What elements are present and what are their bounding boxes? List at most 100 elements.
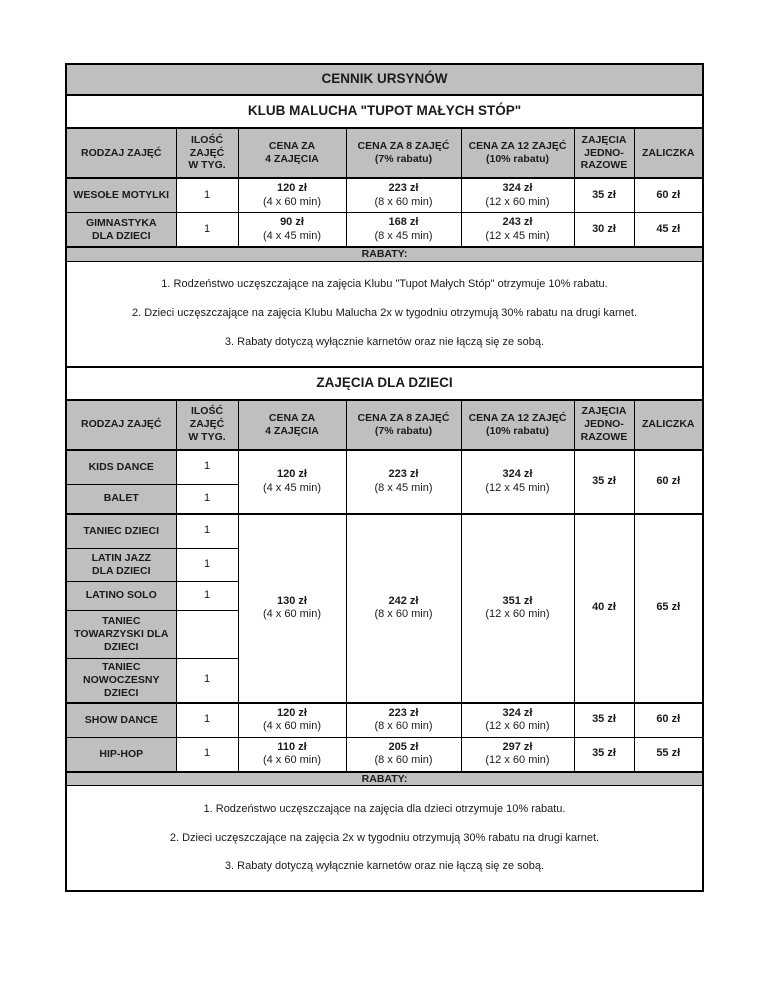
activity-name: GIMNASTYKA DLA DZIECI — [65, 212, 177, 248]
col-header-jednorazowe: ZAJĘCIA JEDNO- RAZOWE — [573, 127, 635, 179]
price-value: 297 zł — [502, 740, 533, 753]
activity-name: KIDS DANCE — [65, 449, 177, 485]
qty-per-week: 1 — [175, 736, 239, 773]
single-class-price: 35 zł — [573, 177, 635, 213]
price-4-cell: 110 zł (4 x 60 min) — [237, 736, 347, 773]
rabaty-label: RABATY: — [65, 246, 704, 262]
price-duration: (12 x 45 min) — [485, 229, 550, 242]
price-value: 168 zł — [388, 216, 419, 229]
price-duration: (4 x 60 min) — [262, 195, 322, 208]
single-class-price: 40 zł — [573, 513, 635, 704]
price-4-cell: 120 zł (4 x 60 min) — [237, 177, 347, 213]
activity-name: TANIEC TOWARZYSKI DLA DZIECI — [65, 609, 177, 659]
main-title: CENNIK URSYNÓW — [65, 63, 704, 96]
activity-name: TANIEC DZIECI — [65, 513, 177, 549]
price-duration: (8 x 45 min) — [374, 229, 433, 242]
price-duration: (12 x 45 min) — [485, 481, 550, 494]
price-list-table: CENNIK URSYNÓW KLUB MALUCHA "TUPOT MAŁYC… — [65, 63, 704, 893]
col-header-zaliczka: ZALICZKA — [633, 399, 704, 451]
single-class-price: 35 zł — [573, 736, 635, 773]
activity-name: WESOŁE MOTYLKI — [65, 177, 177, 213]
single-class-price: 35 zł — [573, 702, 635, 738]
col-header-rodzaj: RODZAJ ZAJĘĆ — [65, 127, 177, 179]
dzieci-section-title-row: ZAJĘCIA DLA DZIECI — [65, 366, 704, 401]
dzieci-rabaty-text-row: 1. Rodzeństwo uczęszczające na zajęcia d… — [65, 785, 704, 892]
price-value: 120 zł — [277, 468, 307, 481]
price-duration: (12 x 60 min) — [485, 195, 550, 208]
price-value: 223 zł — [388, 468, 419, 481]
price-8-cell: 168 zł (8 x 45 min) — [345, 212, 462, 248]
rabaty-note-2: 2. Dzieci uczęszczające na zajęcia Klubu… — [131, 307, 638, 320]
price-4-cell: 120 zł (4 x 60 min) — [237, 702, 347, 738]
price-value: 120 zł — [277, 182, 307, 195]
dzieci-rabaty-label-row: RABATY: — [65, 771, 704, 787]
klub-section-title-row: KLUB MALUCHA "TUPOT MAŁYCH STÓP" — [65, 94, 704, 129]
rabaty-note-2: 2. Dzieci uczęszczające na zajęcia 2x w … — [169, 831, 600, 844]
price-12-cell: 243 zł (12 x 45 min) — [460, 212, 575, 248]
table-row-gimnastyka: GIMNASTYKA DLA DZIECI 1 90 zł (4 x 45 min… — [65, 212, 704, 248]
table-row-latino-solo: LATINO SOLO 1 — [65, 580, 703, 611]
klub-header-row: RODZAJ ZAJĘĆ ILOŚĆ ZAJĘĆ W TYG. CENA ZA … — [65, 127, 704, 179]
single-class-price: 35 zł — [573, 449, 635, 515]
price-value: 324 zł — [502, 182, 533, 195]
price-duration: (4 x 60 min) — [262, 754, 322, 767]
price-value: 223 zł — [388, 706, 419, 719]
col-header-rodzaj: RODZAJ ZAJĘĆ — [65, 399, 177, 451]
price-duration: (12 x 60 min) — [485, 720, 550, 733]
table-row-show-dance: SHOW DANCE 1 120 zł (4 x 60 min) 223 zł (8… — [65, 702, 704, 738]
qty-per-week: 1 — [175, 580, 239, 611]
deposit-price: 60 zł — [633, 449, 704, 515]
price-value: 130 zł — [277, 594, 307, 607]
col-header-cena8: CENA ZA 8 ZAJĘĆ (7% rabatu) — [345, 399, 462, 451]
deposit-price: 65 zł — [633, 513, 704, 704]
price-duration: (8 x 60 min) — [374, 195, 433, 208]
price-duration: (4 x 60 min) — [262, 608, 322, 621]
table-row-hip-hop: HIP-HOP 1 110 zł (4 x 60 min) 205 zł (8 x … — [65, 736, 704, 773]
col-header-jednorazowe: ZAJĘCIA JEDNO- RAZOWE — [573, 399, 635, 451]
qty-per-week: 1 — [175, 212, 239, 248]
price-4-cell: 120 zł (4 x 45 min) — [237, 449, 347, 515]
qty-per-week — [175, 609, 239, 659]
klub-rabaty-label-row: RABATY: — [65, 246, 704, 262]
col-header-ilosc: ILOŚĆ ZAJĘĆ W TYG. — [175, 399, 239, 451]
klub-section-title: KLUB MALUCHA "TUPOT MAŁYCH STÓP" — [65, 94, 704, 129]
rabaty-note-1: 1. Rodzeństwo uczęszczające na zajęcia K… — [161, 278, 608, 291]
rabaty-notes: 1. Rodzeństwo uczęszczające na zajęcia d… — [65, 785, 704, 892]
col-header-cena4: CENA ZA 4 ZAJĘCIA — [237, 399, 347, 451]
col-header-zaliczka: ZALICZKA — [633, 127, 704, 179]
dzieci-section-title: ZAJĘCIA DLA DZIECI — [65, 366, 704, 401]
price-4-cell: 90 zł (4 x 45 min) — [237, 212, 347, 248]
rabaty-note-3: 3. Rabaty dotyczą wyłącznie karnetów ora… — [224, 860, 545, 873]
qty-per-week: 1 — [175, 177, 239, 213]
deposit-price: 45 zł — [633, 212, 704, 248]
activity-name: HIP-HOP — [65, 736, 177, 773]
rabaty-note-3: 3. Rabaty dotyczą wyłącznie karnetów ora… — [224, 335, 545, 348]
price-duration: (4 x 45 min) — [262, 481, 322, 494]
dzieci-header-row: RODZAJ ZAJĘĆ ILOŚĆ ZAJĘĆ W TYG. CENA ZA … — [65, 399, 704, 451]
table-row-latin-jazz: LATIN JAZZ DLA DZIECI 1 — [65, 547, 703, 582]
price-duration: (8 x 60 min) — [374, 754, 433, 767]
price-8-cell: 205 zł (8 x 60 min) — [345, 736, 462, 773]
price-value: 223 zł — [388, 182, 419, 195]
table-row-wesole-motylki: WESOŁE MOTYLKI 1 120 zł (4 x 60 min) 223 … — [65, 177, 704, 213]
price-8-cell: 223 zł (8 x 60 min) — [345, 177, 462, 213]
deposit-price: 60 zł — [633, 702, 704, 738]
table-row-taniec-dzieci: TANIEC DZIECI 1 130 zł (4 x 60 min) 242 z… — [65, 513, 704, 704]
rabaty-notes: 1. Rodzeństwo uczęszczające na zajęcia K… — [65, 260, 704, 368]
price-duration: (12 x 60 min) — [485, 754, 550, 767]
col-header-cena4: CENA ZA 4 ZAJĘCIA — [237, 127, 347, 179]
col-header-cena12: CENA ZA 12 ZAJĘĆ (10% rabatu) — [460, 399, 575, 451]
deposit-price: 60 zł — [633, 177, 704, 213]
price-value: 90 zł — [280, 216, 304, 229]
activity-name: LATINO SOLO — [65, 580, 177, 611]
activity-name: LATIN JAZZ DLA DZIECI — [65, 547, 177, 582]
price-duration: (8 x 60 min) — [374, 720, 433, 733]
price-value: 110 zł — [277, 740, 307, 753]
price-8-cell: 223 zł (8 x 60 min) — [345, 702, 462, 738]
price-duration: (4 x 60 min) — [262, 720, 322, 733]
table-row-taniec-nowoczesny: TANIEC NOWOCZESNY DZIECI 1 — [65, 657, 703, 704]
col-header-ilosc: ILOŚĆ ZAJĘĆ W TYG. — [175, 127, 239, 179]
price-value: 120 zł — [277, 706, 307, 719]
price-duration: (8 x 60 min) — [374, 608, 433, 621]
col-header-cena12: CENA ZA 12 ZAJĘĆ (10% rabatu) — [460, 127, 575, 179]
